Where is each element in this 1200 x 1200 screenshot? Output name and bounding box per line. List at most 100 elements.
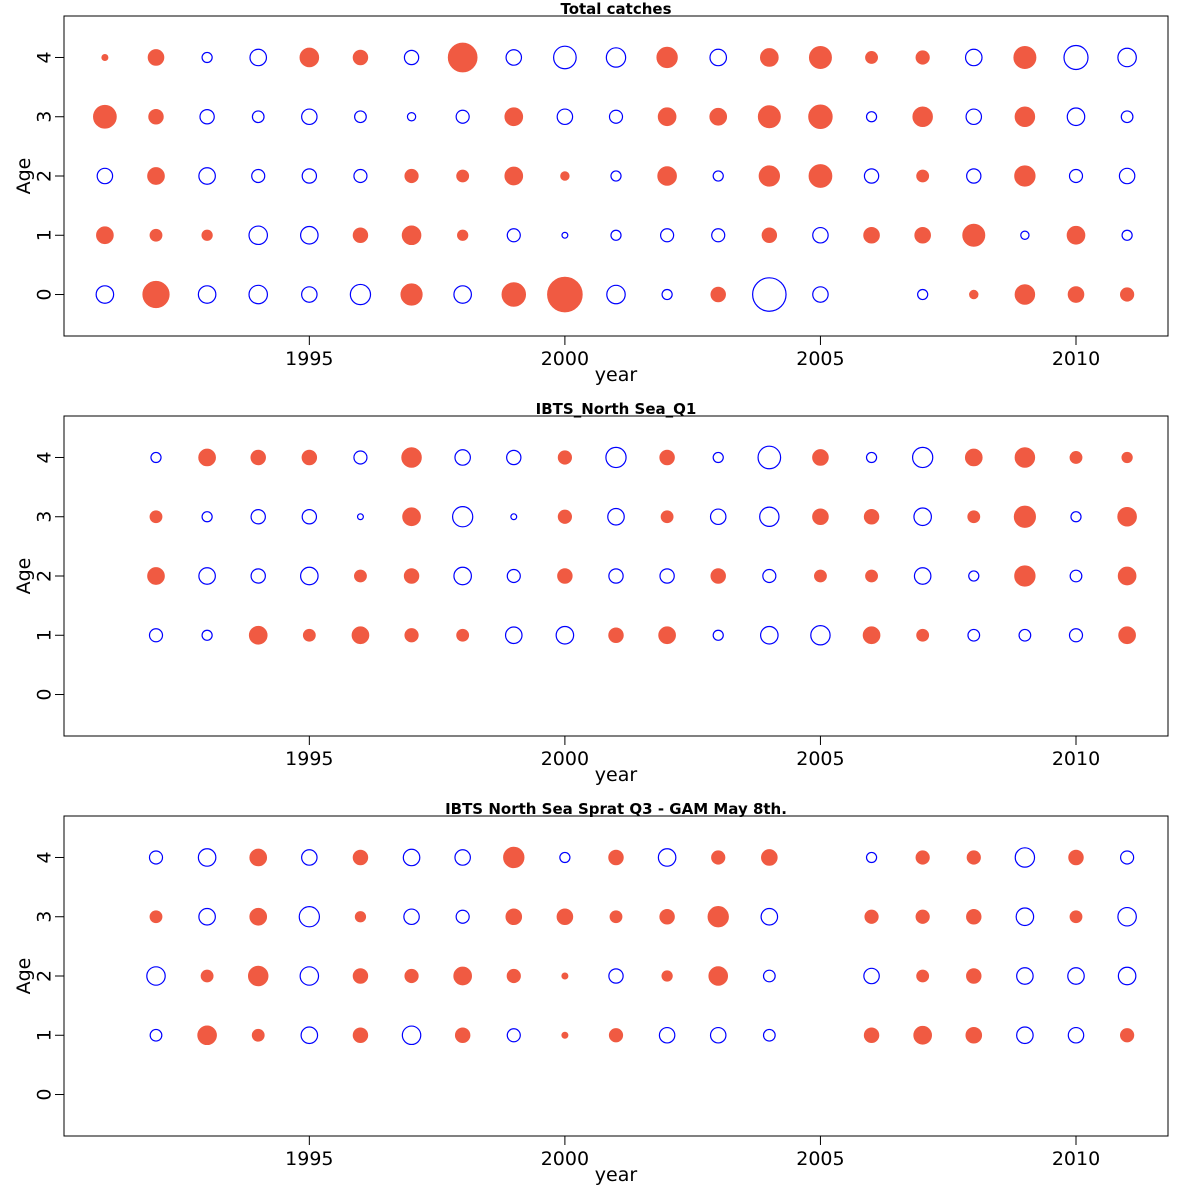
residual-bubble bbox=[560, 171, 570, 181]
residual-bubble bbox=[709, 1026, 727, 1044]
panel-ibts-q1: IBTS_North Sea_Q1 1995 2000 2005 2010 0 1 2 3 4 ye… bbox=[0, 400, 1200, 800]
residual-bubble bbox=[200, 969, 214, 983]
residual-bubble bbox=[810, 625, 831, 646]
residual-bubble bbox=[711, 850, 726, 865]
residual-bubble bbox=[147, 567, 165, 585]
residual-bubble bbox=[1066, 225, 1086, 245]
plot-frame bbox=[63, 15, 1169, 337]
residual-bubble bbox=[1020, 230, 1030, 240]
residual-bubble bbox=[709, 48, 728, 67]
residual-bubble bbox=[812, 226, 829, 244]
residual-bubble bbox=[1120, 1028, 1135, 1043]
residual-bubble bbox=[149, 228, 163, 242]
residual-bubble bbox=[966, 168, 982, 184]
residual-bubble bbox=[808, 164, 833, 188]
residual-bubble bbox=[251, 110, 265, 124]
residual-bubble bbox=[710, 286, 726, 303]
residual-bubble bbox=[455, 909, 470, 924]
residual-bubble bbox=[356, 513, 364, 521]
residual-bubble bbox=[301, 286, 318, 303]
residual-bubble bbox=[608, 109, 624, 124]
residual-bubble bbox=[197, 1025, 217, 1046]
residual-bubble bbox=[300, 225, 319, 245]
residual-bubble bbox=[863, 226, 880, 244]
residual-bubble bbox=[1063, 44, 1089, 71]
residual-bubble bbox=[249, 48, 268, 67]
residual-bubble bbox=[1014, 106, 1036, 127]
y-tick-label: 1 bbox=[34, 629, 56, 641]
residual-bubble bbox=[865, 851, 878, 864]
residual-bubble bbox=[556, 908, 574, 926]
residual-bubble bbox=[709, 508, 727, 526]
residual-bubble bbox=[1117, 906, 1137, 927]
residual-bubble bbox=[609, 910, 623, 924]
residual-bubble bbox=[1120, 850, 1135, 865]
residual-bubble bbox=[147, 167, 165, 185]
residual-bubble bbox=[250, 568, 266, 584]
residual-bubble bbox=[247, 965, 269, 987]
residual-bubble bbox=[966, 850, 981, 865]
residual-bubble bbox=[1121, 451, 1133, 464]
residual-bubble bbox=[148, 109, 164, 125]
residual-bubble bbox=[149, 910, 163, 924]
residual-bubble bbox=[201, 229, 213, 241]
x-tick-label: 2000 bbox=[541, 748, 589, 770]
x-tick-label: 1995 bbox=[285, 748, 333, 770]
residual-bubble bbox=[401, 1025, 422, 1046]
residual-bubble bbox=[352, 968, 369, 984]
residual-bubble bbox=[759, 506, 780, 527]
residual-bubble bbox=[403, 908, 420, 926]
chart-ibts-q1: IBTS_North Sea_Q1 1995 2000 2005 2010 0 1 2 3 4 ye… bbox=[13, 400, 1169, 786]
residual-bubble bbox=[913, 507, 932, 527]
residual-bubble bbox=[865, 451, 878, 464]
residual-bubble bbox=[1016, 1026, 1034, 1045]
chart-title: IBTS North Sea Sprat Q3 - GAM May 8th. bbox=[445, 800, 787, 818]
residual-bubble bbox=[967, 628, 981, 642]
residual-bubble bbox=[1117, 566, 1137, 586]
y-tick-label: 1 bbox=[34, 1029, 56, 1041]
residual-bubble bbox=[1068, 849, 1084, 866]
residual-bubble bbox=[657, 107, 677, 127]
residual-bubble bbox=[349, 283, 372, 306]
residual-bubble bbox=[964, 48, 983, 67]
residual-bubble bbox=[917, 288, 929, 301]
residual-bubble bbox=[95, 285, 115, 304]
residual-bubble bbox=[505, 49, 523, 66]
residual-bubble bbox=[659, 449, 675, 466]
residual-bubble bbox=[966, 968, 982, 984]
residual-bubble bbox=[605, 446, 627, 469]
y-tick-label: 0 bbox=[34, 1088, 56, 1100]
residual-bubble bbox=[353, 168, 368, 184]
y-axis-label: Age bbox=[13, 158, 35, 195]
residual-bubble bbox=[352, 227, 369, 243]
residual-bubble bbox=[610, 170, 622, 182]
y-tick-label: 3 bbox=[34, 911, 56, 923]
y-tick-label: 0 bbox=[34, 688, 56, 700]
residual-bubble bbox=[757, 105, 781, 129]
residual-bubble bbox=[506, 449, 522, 466]
residual-bubble bbox=[865, 111, 878, 123]
residual-bubble bbox=[660, 510, 674, 524]
residual-bubble bbox=[1117, 966, 1137, 986]
residual-bubble bbox=[913, 1025, 932, 1045]
residual-bubble bbox=[506, 968, 521, 984]
residual-bubble bbox=[757, 445, 782, 470]
x-tick-label: 2005 bbox=[796, 748, 844, 770]
residual-bubble bbox=[760, 48, 779, 67]
residual-bubble bbox=[198, 567, 216, 585]
chart-ibts-q3: IBTS North Sea Sprat Q3 - GAM May 8th. 19… bbox=[13, 800, 1169, 1186]
y-tick-label: 3 bbox=[34, 111, 56, 123]
y-tick-label: 0 bbox=[34, 288, 56, 300]
residual-bubble bbox=[457, 229, 469, 241]
residual-bubble bbox=[559, 851, 571, 864]
residual-bubble bbox=[406, 112, 417, 122]
residual-bubble bbox=[504, 626, 523, 645]
residual-bubble bbox=[248, 625, 268, 645]
residual-bubble bbox=[657, 166, 677, 186]
residual-bubble bbox=[197, 285, 217, 304]
residual-bubble bbox=[812, 508, 829, 526]
residual-bubble bbox=[198, 448, 216, 467]
residual-bubble bbox=[301, 509, 318, 525]
residual-bubble bbox=[454, 849, 471, 866]
residual-bubble bbox=[453, 566, 472, 586]
